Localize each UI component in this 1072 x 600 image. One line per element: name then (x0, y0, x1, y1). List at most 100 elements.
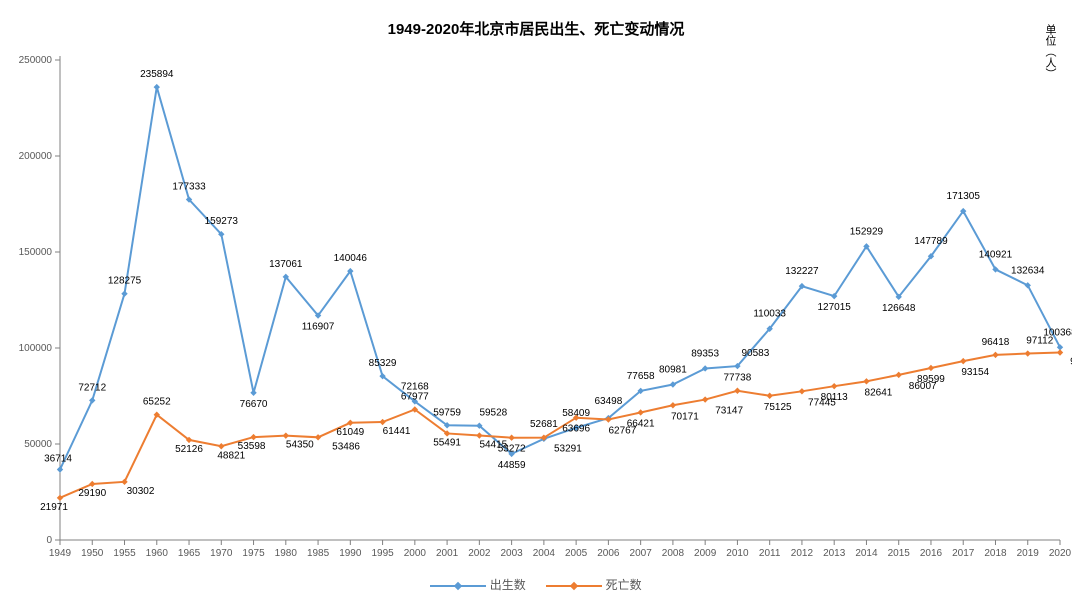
svg-text:59528: 59528 (479, 408, 507, 419)
svg-text:89599: 89599 (917, 374, 945, 385)
svg-text:1970: 1970 (210, 548, 233, 559)
svg-text:77658: 77658 (627, 371, 655, 382)
svg-text:53291: 53291 (554, 444, 582, 455)
svg-text:70171: 70171 (671, 411, 699, 422)
svg-text:137061: 137061 (269, 259, 303, 270)
svg-text:80981: 80981 (659, 365, 687, 376)
svg-text:140046: 140046 (334, 253, 368, 264)
svg-text:1949: 1949 (49, 548, 72, 559)
svg-text:1960: 1960 (146, 548, 169, 559)
svg-text:36714: 36714 (44, 454, 72, 465)
svg-text:110033: 110033 (753, 309, 786, 320)
svg-text:2011: 2011 (759, 548, 781, 559)
svg-text:1980: 1980 (275, 548, 298, 559)
svg-text:152929: 152929 (850, 226, 884, 237)
svg-text:2009: 2009 (694, 548, 717, 559)
svg-text:59759: 59759 (433, 407, 461, 418)
chart-container: 1949-2020年北京市居民出生、死亡变动情况 单位（人） 050000100… (0, 0, 1072, 600)
svg-text:235894: 235894 (140, 69, 174, 80)
svg-text:1985: 1985 (307, 548, 330, 559)
svg-text:85329: 85329 (369, 358, 397, 369)
svg-text:2003: 2003 (500, 548, 523, 559)
svg-text:2001: 2001 (436, 548, 459, 559)
legend-label-deaths: 死亡数 (606, 578, 642, 592)
svg-text:53598: 53598 (238, 441, 266, 452)
svg-text:100000: 100000 (19, 343, 53, 354)
svg-text:75125: 75125 (764, 402, 792, 413)
svg-text:29190: 29190 (78, 488, 106, 499)
svg-text:55491: 55491 (433, 437, 461, 448)
svg-text:177333: 177333 (172, 182, 206, 193)
legend-item-births: 出生数 (430, 576, 525, 593)
svg-text:250000: 250000 (19, 55, 53, 66)
svg-text:2019: 2019 (1017, 548, 1040, 559)
svg-text:76670: 76670 (240, 399, 268, 410)
svg-text:2016: 2016 (920, 548, 943, 559)
svg-text:50000: 50000 (24, 439, 52, 450)
svg-text:52126: 52126 (175, 444, 203, 455)
svg-text:66421: 66421 (627, 418, 655, 429)
svg-text:126648: 126648 (882, 303, 916, 314)
svg-text:132227: 132227 (785, 266, 819, 277)
svg-text:82641: 82641 (865, 387, 893, 398)
svg-text:116907: 116907 (302, 322, 335, 333)
svg-text:147789: 147789 (914, 236, 948, 247)
legend: 出生数 死亡数 (0, 576, 1072, 594)
svg-text:63696: 63696 (562, 424, 590, 435)
svg-text:61049: 61049 (336, 427, 364, 438)
svg-text:53486: 53486 (332, 441, 360, 452)
legend-label-births: 出生数 (490, 578, 526, 592)
legend-item-deaths: 死亡数 (546, 576, 641, 593)
svg-text:54350: 54350 (286, 440, 314, 451)
svg-text:80113: 80113 (821, 392, 849, 403)
svg-text:171305: 171305 (947, 191, 981, 202)
svg-text:2012: 2012 (791, 548, 814, 559)
svg-text:1975: 1975 (242, 548, 265, 559)
svg-text:159273: 159273 (205, 216, 239, 227)
svg-text:96418: 96418 (982, 337, 1010, 348)
svg-text:2015: 2015 (888, 548, 911, 559)
svg-text:1995: 1995 (371, 548, 394, 559)
svg-text:44859: 44859 (498, 460, 526, 471)
svg-text:1965: 1965 (178, 548, 201, 559)
svg-text:52681: 52681 (530, 419, 558, 430)
svg-text:65252: 65252 (143, 397, 171, 408)
svg-text:93154: 93154 (961, 367, 989, 378)
svg-text:2004: 2004 (533, 548, 556, 559)
svg-text:2013: 2013 (823, 548, 846, 559)
svg-text:89353: 89353 (691, 348, 719, 359)
svg-text:2010: 2010 (726, 548, 749, 559)
svg-text:127015: 127015 (818, 302, 852, 313)
svg-text:2005: 2005 (565, 548, 588, 559)
svg-text:1955: 1955 (113, 548, 136, 559)
svg-text:2014: 2014 (855, 548, 878, 559)
svg-text:2018: 2018 (984, 548, 1007, 559)
svg-text:63498: 63498 (594, 396, 622, 407)
svg-text:61441: 61441 (383, 426, 411, 437)
svg-text:2002: 2002 (468, 548, 491, 559)
svg-text:2008: 2008 (662, 548, 685, 559)
svg-text:2007: 2007 (630, 548, 653, 559)
svg-text:30302: 30302 (127, 486, 155, 497)
svg-text:132634: 132634 (1011, 265, 1045, 276)
svg-text:97112: 97112 (1026, 336, 1054, 347)
svg-text:1990: 1990 (339, 548, 362, 559)
svg-text:2006: 2006 (597, 548, 620, 559)
svg-text:128275: 128275 (108, 276, 142, 287)
svg-text:150000: 150000 (19, 247, 53, 258)
svg-text:72712: 72712 (78, 382, 106, 393)
svg-text:2000: 2000 (404, 548, 427, 559)
svg-text:77738: 77738 (724, 373, 752, 384)
svg-text:2020: 2020 (1049, 548, 1072, 559)
svg-text:53272: 53272 (498, 444, 526, 455)
svg-text:21971: 21971 (40, 502, 68, 513)
svg-text:200000: 200000 (19, 151, 53, 162)
svg-text:1950: 1950 (81, 548, 104, 559)
svg-text:67977: 67977 (401, 391, 429, 402)
chart-plot: 0 50000 100000 150000 200000 250000 1949 1950 19… (0, 0, 1072, 600)
svg-text:140921: 140921 (979, 249, 1013, 260)
svg-text:0: 0 (46, 535, 52, 546)
svg-text:2017: 2017 (952, 548, 975, 559)
svg-text:73147: 73147 (715, 406, 743, 417)
svg-text:90583: 90583 (742, 348, 770, 359)
